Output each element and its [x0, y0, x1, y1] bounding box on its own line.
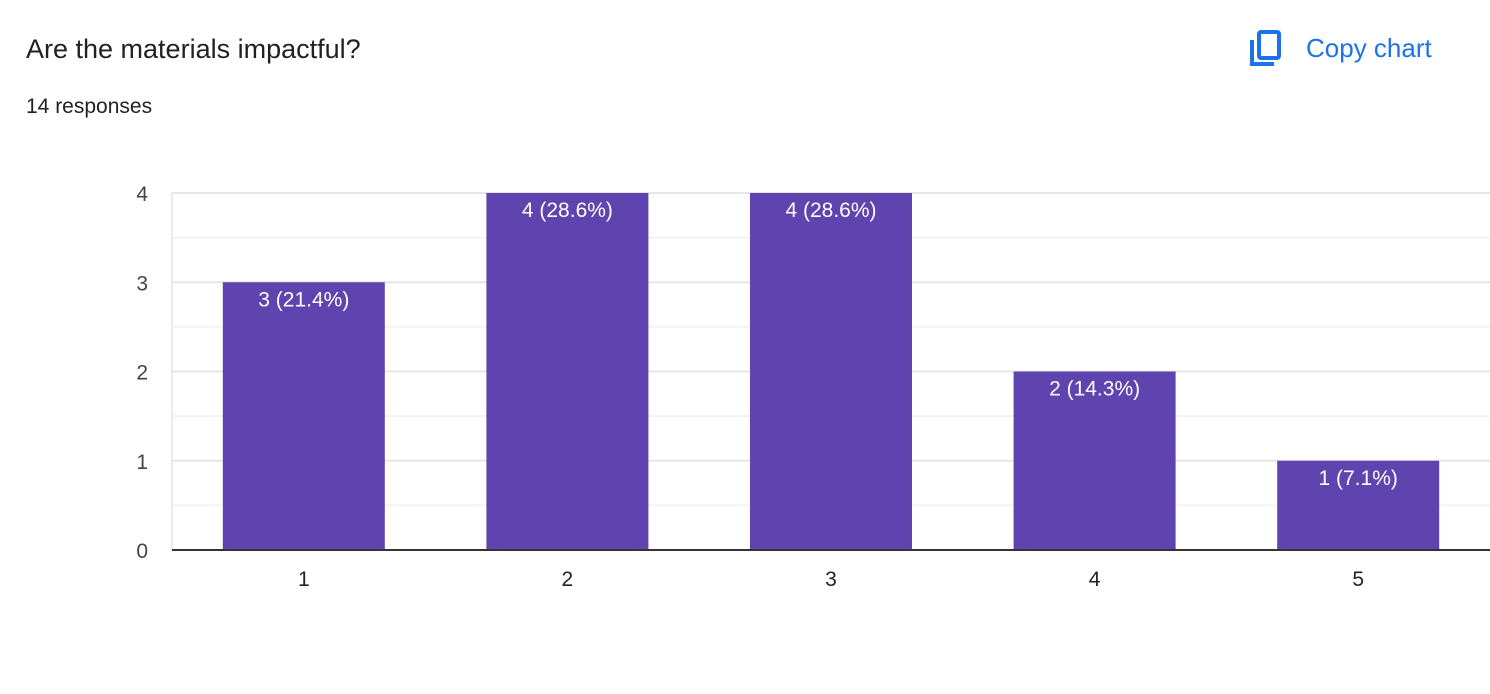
copy-icon [1250, 30, 1281, 66]
x-tick-label: 4 [1089, 568, 1101, 591]
bar [1013, 371, 1176, 550]
x-tick-label: 1 [298, 568, 310, 591]
copy-chart-button[interactable]: Copy chart [1248, 28, 1432, 68]
y-tick-label: 1 [136, 451, 148, 474]
x-tick-label: 2 [562, 568, 574, 591]
x-tick-label: 5 [1352, 568, 1364, 591]
response-count: 14 responses [26, 95, 153, 118]
bar-data-label: 2 (14.3%) [1049, 378, 1140, 401]
x-tick-label: 3 [825, 568, 837, 591]
bar [750, 193, 912, 550]
y-tick-label: 3 [136, 272, 148, 295]
bar-data-label: 4 (28.6%) [522, 199, 613, 222]
bar-data-label: 4 (28.6%) [785, 199, 876, 222]
bar-data-label: 1 (7.1%) [1319, 467, 1398, 490]
bar [486, 193, 649, 550]
copy-chart-label: Copy chart [1306, 32, 1432, 63]
bar-data-label: 3 (21.4%) [258, 288, 349, 311]
question-title: Are the materials impactful? [26, 34, 361, 64]
bar [222, 282, 385, 550]
bar [1277, 460, 1440, 550]
y-tick-label: 0 [136, 540, 148, 563]
y-tick-label: 4 [136, 183, 148, 206]
y-tick-label: 2 [136, 362, 148, 385]
